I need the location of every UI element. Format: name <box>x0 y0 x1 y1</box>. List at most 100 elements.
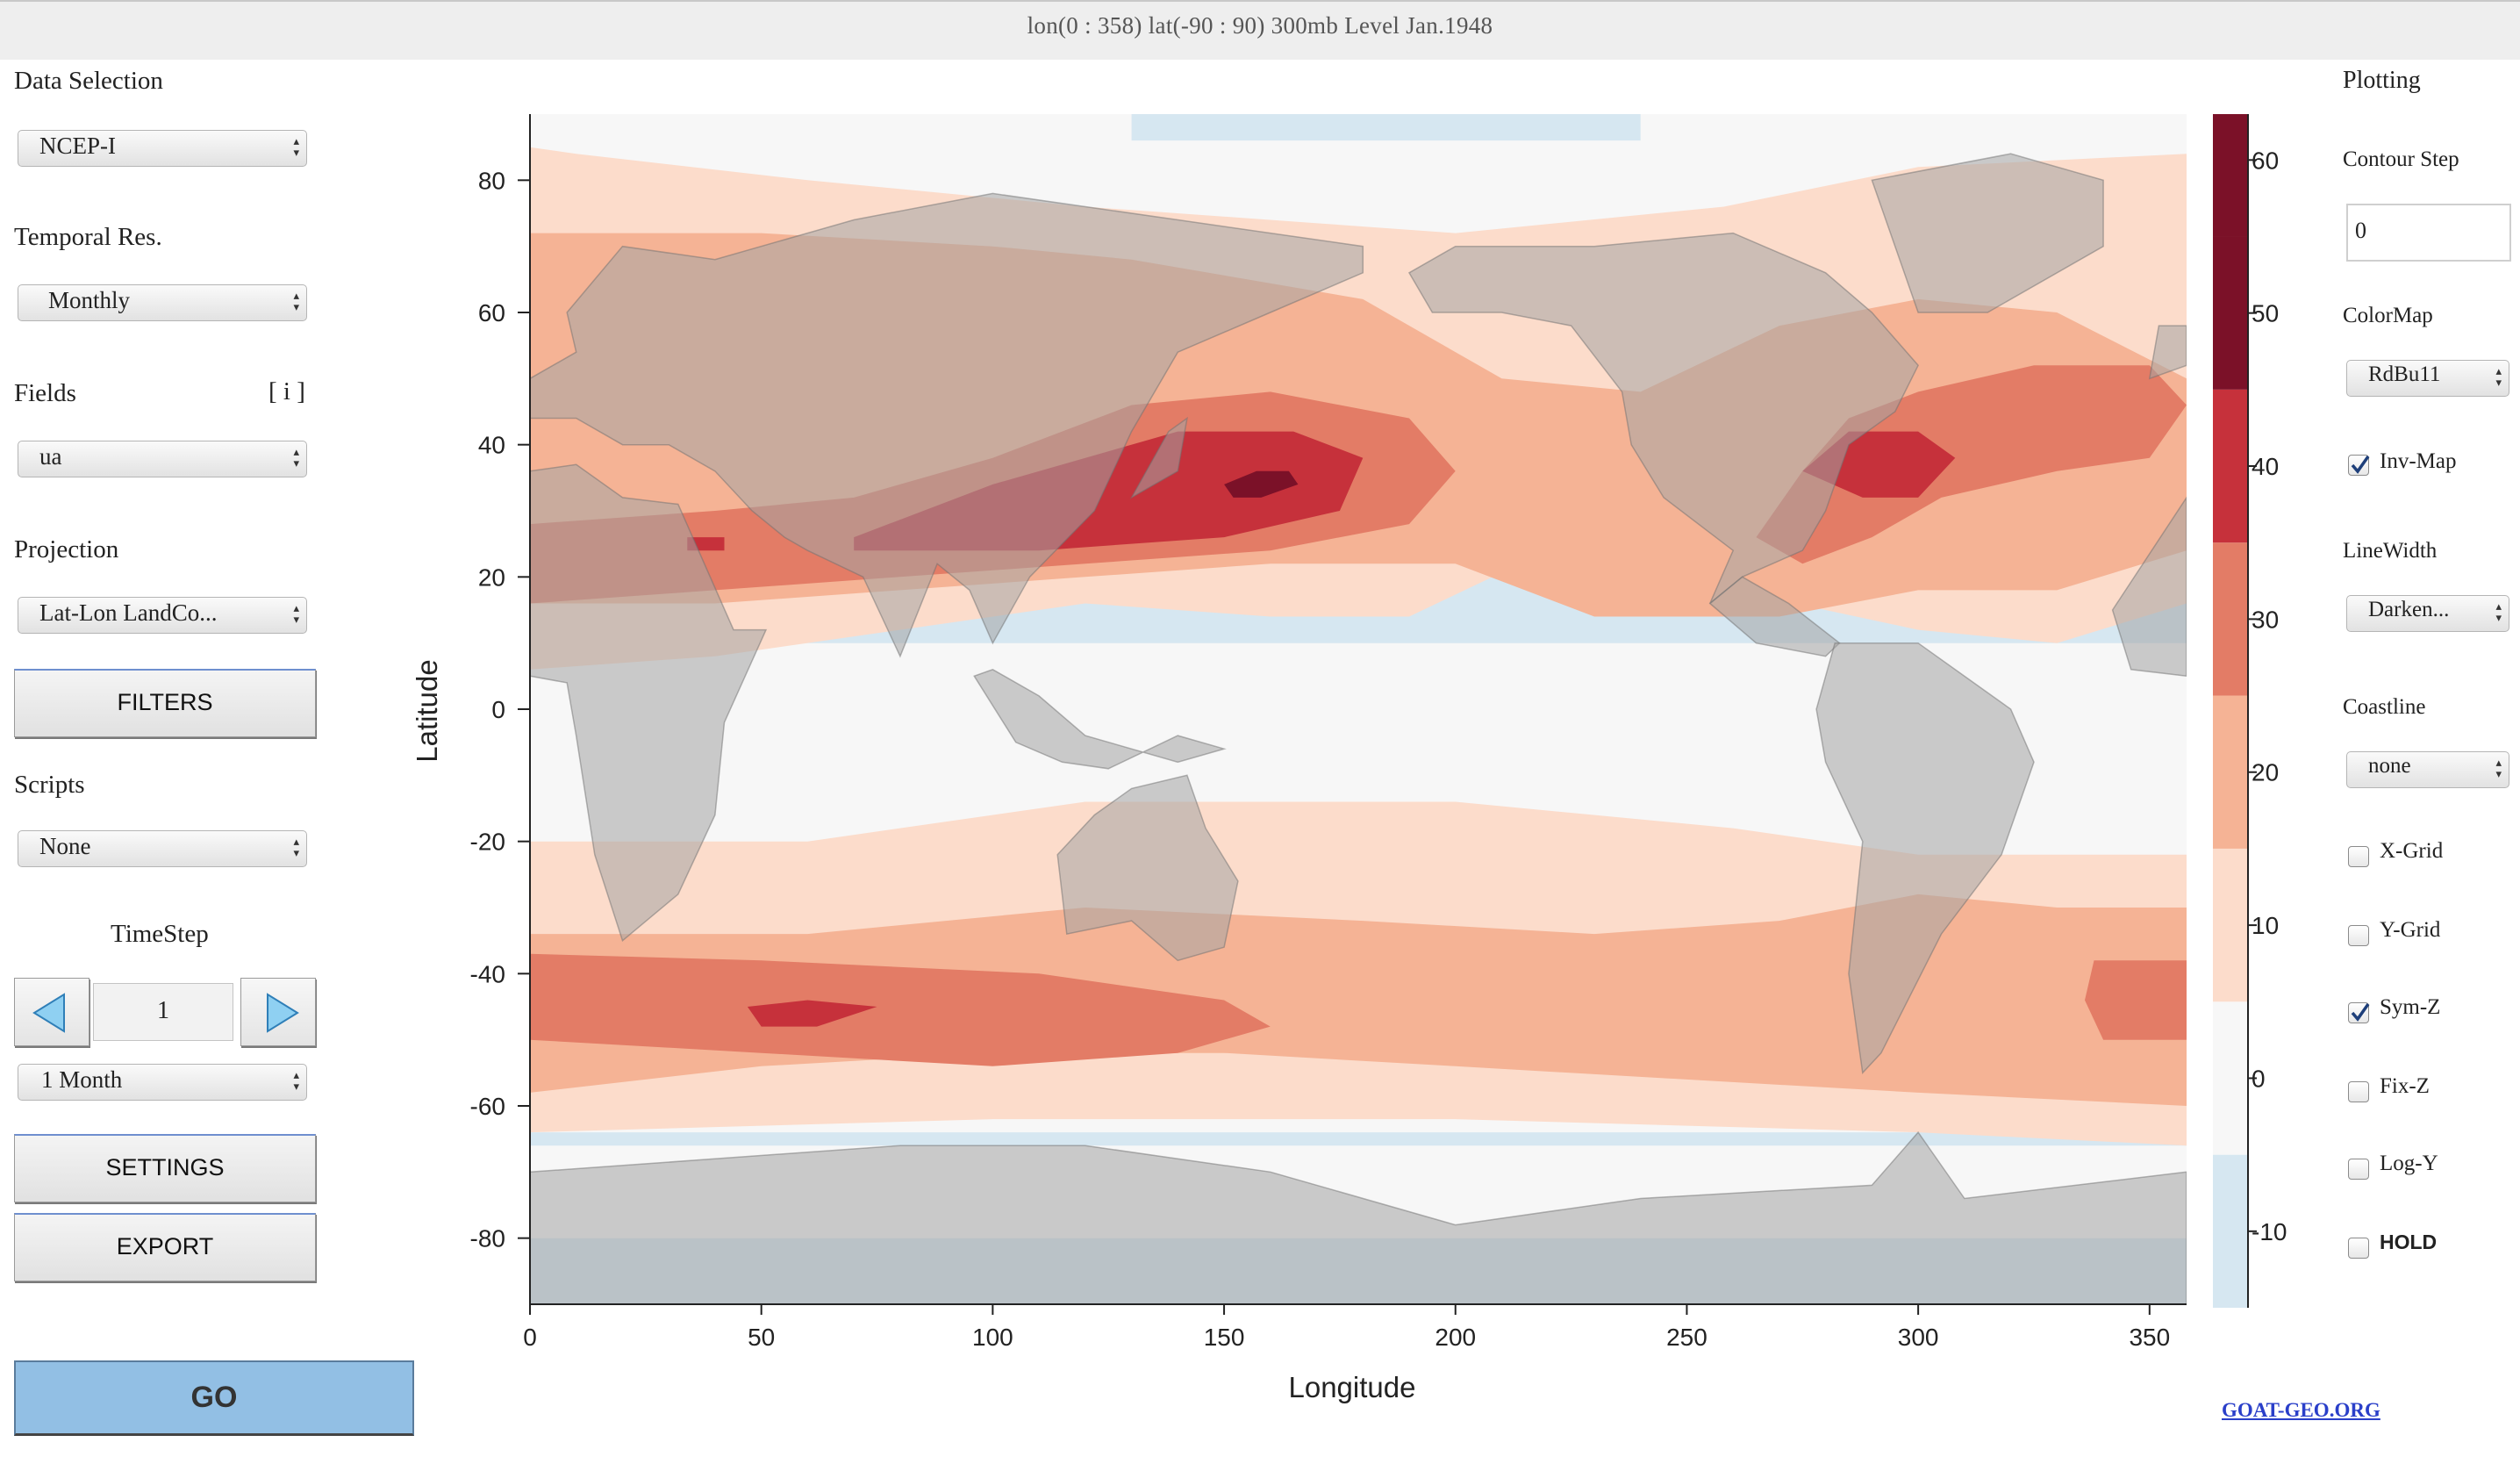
colorbar-segment <box>2213 542 2248 696</box>
contour-band <box>1085 140 1734 233</box>
fields-info-link[interactable]: [ i ] <box>268 377 305 405</box>
y-tick-label: -60 <box>470 1093 505 1120</box>
map-area <box>530 114 2187 1304</box>
checkbox-box[interactable] <box>2348 1238 2369 1259</box>
colorbar-tick-label: -10 <box>2252 1218 2287 1245</box>
contour-band <box>530 524 2187 750</box>
land-overlay <box>530 153 2187 1304</box>
contour-band <box>530 1238 2187 1304</box>
checkbox-label: Y-Grid <box>2380 918 2441 942</box>
timestep-input[interactable]: 1 <box>93 983 233 1041</box>
select-arrows-icon: ▴ ▾ <box>2495 600 2502 625</box>
contour-band <box>530 147 2187 670</box>
x-tick-label: 0 <box>523 1324 537 1351</box>
linewidth-select[interactable]: Darken... ▴ ▾ <box>2346 595 2509 632</box>
triangle-left-icon <box>32 993 65 1033</box>
checkbox-box[interactable] <box>2348 925 2369 946</box>
x-tick-label: 150 <box>1204 1324 1245 1351</box>
contour-band <box>530 1145 2187 1225</box>
colormap-label: ColorMap <box>2343 304 2433 327</box>
y-axis-label: Latitude <box>411 659 443 762</box>
fields-label: Fields <box>14 379 76 407</box>
select-arrows-icon: ▴ ▾ <box>293 446 299 470</box>
contour-band <box>854 431 1364 551</box>
contour-band <box>530 801 2187 1146</box>
timestep-label: TimeStep <box>111 920 209 948</box>
landmass-south-america <box>1815 642 2035 1074</box>
colorbar-tick-label: 0 <box>2252 1065 2266 1092</box>
scripts-select[interactable]: None ▴ ▾ <box>18 830 307 867</box>
coastline-select[interactable]: none ▴ ▾ <box>2346 751 2509 788</box>
title-bar: lon(0 : 358) lat(-90 : 90) 300mb Level J… <box>0 0 2520 60</box>
colorbar-tick-label: 30 <box>2252 606 2279 633</box>
checkbox-label: Sym-Z <box>2380 995 2441 1019</box>
colorbar-tick-label: 50 <box>2252 300 2279 327</box>
timestep-unit-value: 1 Month <box>41 1066 123 1093</box>
checkbox-box[interactable] <box>2348 1081 2369 1102</box>
colorbar-segment <box>2213 236 2248 390</box>
landmass-antarctica <box>530 1130 2187 1304</box>
coastline-value: none <box>2368 754 2411 778</box>
landmass-indonesia <box>973 668 1227 770</box>
contour-band <box>1131 114 1641 154</box>
contour-band <box>530 953 1271 1066</box>
plot-info-title: lon(0 : 358) lat(-90 : 90) 300mb Level J… <box>1027 12 1493 39</box>
checkmark-icon <box>2351 1002 2370 1022</box>
checkbox-box[interactable] <box>2348 1002 2370 1023</box>
y-tick-label: -40 <box>470 960 505 987</box>
checkbox-label: Fix-Z <box>2380 1074 2430 1098</box>
field-select[interactable]: ua ▴ ▾ <box>18 441 307 477</box>
contour-band <box>687 537 725 551</box>
landmass-uk <box>2148 325 2187 380</box>
x-tick-label: 250 <box>1666 1324 1707 1351</box>
filters-button[interactable]: FILTERS <box>14 669 316 737</box>
checkbox-box[interactable] <box>2348 846 2369 867</box>
contour-step-input[interactable]: 0 <box>2346 204 2511 262</box>
x-tick-label: 300 <box>1898 1324 1939 1351</box>
temporal-res-select[interactable]: Monthly ▴ ▾ <box>18 284 307 321</box>
checkbox-label: Log-Y <box>2380 1152 2438 1175</box>
go-button[interactable]: GO <box>14 1360 414 1436</box>
settings-button[interactable]: SETTINGS <box>14 1134 316 1202</box>
data-selection-label: Data Selection <box>14 67 163 95</box>
timestep-unit-select[interactable]: 1 Month ▴ ▾ <box>18 1064 307 1101</box>
landmass-australia <box>1056 774 1239 962</box>
y-tick-label: -20 <box>470 829 505 856</box>
colorbar: 60 50 40 30 20 10 0 -10 <box>2213 114 2287 1308</box>
timestep-prev-button[interactable] <box>14 978 89 1046</box>
contour-band <box>530 391 1456 604</box>
timestep-next-button[interactable] <box>240 978 316 1046</box>
contour-band <box>530 1132 2187 1199</box>
dataset-select[interactable]: NCEP-I ▴ ▾ <box>18 130 307 167</box>
checkbox-box[interactable] <box>2348 455 2370 476</box>
colorbar-tick-label: 20 <box>2252 759 2279 786</box>
checkbox-label: X-Grid <box>2380 839 2444 863</box>
landmass-greenland <box>1871 153 2104 313</box>
select-arrows-icon: ▴ ▾ <box>293 135 299 160</box>
contour-band <box>530 642 2187 855</box>
triangle-right-icon <box>267 993 299 1033</box>
select-arrows-icon: ▴ ▾ <box>293 836 299 860</box>
landmass-japan <box>1129 416 1188 499</box>
plotting-label: Plotting <box>2343 67 2421 94</box>
y-tick-label: 80 <box>478 167 505 194</box>
contour-band <box>2085 960 2187 1040</box>
landmass-central-america <box>1708 576 1841 657</box>
contour-band <box>1224 470 1299 498</box>
x-axis-label: Longitude <box>1289 1371 1416 1403</box>
select-arrows-icon: ▴ ▾ <box>293 602 299 627</box>
axes: 0 50 100 150 200 250 300 350806040200-20-40-60-… <box>470 114 2187 1351</box>
checkbox-label: HOLD <box>2380 1231 2438 1253</box>
projection-select[interactable]: Lat-Lon LandCo... ▴ ▾ <box>18 597 307 634</box>
goat-geo-link[interactable]: GOAT-GEO.ORG <box>2222 1399 2380 1421</box>
dataset-value: NCEP-I <box>39 133 116 159</box>
colorbar-segment <box>2213 848 2248 1002</box>
contour-band <box>1756 365 2187 564</box>
projection-value: Lat-Lon LandCo... <box>39 599 218 626</box>
colormap-select[interactable]: RdBu11 ▴ ▾ <box>2346 360 2509 397</box>
checkbox-box[interactable] <box>2348 1159 2369 1180</box>
colormap-value: RdBu11 <box>2368 362 2441 386</box>
export-button[interactable]: EXPORT <box>14 1213 316 1281</box>
landmass-north-america <box>1407 232 1919 605</box>
